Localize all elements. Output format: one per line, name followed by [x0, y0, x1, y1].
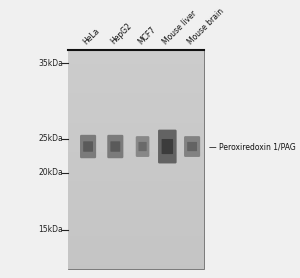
Bar [68, 188, 205, 192]
Bar [68, 235, 205, 240]
Bar [68, 50, 205, 54]
Bar [68, 214, 205, 218]
Bar [68, 221, 205, 225]
FancyBboxPatch shape [83, 141, 93, 152]
Bar [68, 206, 205, 210]
Bar [68, 243, 205, 247]
Bar [68, 79, 205, 83]
Bar [68, 239, 205, 243]
Bar [68, 108, 205, 112]
Bar [68, 75, 205, 80]
Text: 15kDa: 15kDa [39, 225, 63, 234]
Text: 20kDa: 20kDa [39, 168, 63, 177]
Text: Mouse liver: Mouse liver [161, 9, 198, 46]
Bar [68, 163, 205, 167]
Bar [68, 101, 205, 105]
Bar [68, 246, 205, 250]
Bar [68, 50, 205, 269]
Bar [68, 159, 205, 163]
Bar [68, 57, 205, 61]
Bar [68, 53, 205, 58]
Text: — Peroxiredoxin 1/PAG: — Peroxiredoxin 1/PAG [209, 142, 296, 151]
Bar [68, 261, 205, 265]
Bar [68, 148, 205, 152]
Bar [68, 166, 205, 170]
Bar [68, 265, 205, 269]
Bar [68, 155, 205, 160]
Text: HeLa: HeLa [82, 26, 102, 46]
Bar [68, 177, 205, 182]
Bar [68, 152, 205, 156]
Bar [68, 64, 205, 68]
Bar [68, 192, 205, 196]
Bar [68, 93, 205, 98]
Bar [68, 141, 205, 145]
Bar [68, 133, 205, 138]
Bar [68, 90, 205, 94]
Bar [68, 123, 205, 127]
FancyBboxPatch shape [136, 136, 149, 157]
Bar [68, 250, 205, 254]
Bar [68, 145, 205, 149]
Bar [68, 61, 205, 65]
Bar [68, 137, 205, 141]
Bar [68, 210, 205, 214]
Text: Mouse brain: Mouse brain [186, 7, 225, 46]
Bar [68, 86, 205, 90]
Bar [68, 130, 205, 134]
Text: 35kDa: 35kDa [38, 59, 63, 68]
Bar [68, 119, 205, 123]
Bar [68, 185, 205, 189]
Text: 25kDa: 25kDa [39, 134, 63, 143]
FancyBboxPatch shape [187, 142, 197, 151]
Bar [68, 232, 205, 236]
FancyBboxPatch shape [110, 141, 120, 152]
Bar [68, 112, 205, 116]
FancyBboxPatch shape [158, 130, 177, 163]
Bar [68, 115, 205, 120]
Bar [68, 173, 205, 178]
FancyBboxPatch shape [107, 135, 123, 158]
Bar [68, 126, 205, 130]
Bar [68, 83, 205, 87]
Bar [68, 257, 205, 262]
Bar [68, 181, 205, 185]
Text: HepG2: HepG2 [109, 22, 134, 46]
Bar [68, 105, 205, 108]
Bar [68, 203, 205, 207]
Bar [68, 199, 205, 203]
FancyBboxPatch shape [162, 139, 173, 154]
Bar [68, 225, 205, 229]
Bar [68, 254, 205, 258]
Bar [68, 228, 205, 232]
Bar [68, 68, 205, 72]
Bar [68, 97, 205, 101]
Bar [68, 195, 205, 200]
Bar [68, 217, 205, 222]
FancyBboxPatch shape [80, 135, 96, 158]
Bar [68, 72, 205, 76]
FancyBboxPatch shape [184, 136, 200, 157]
FancyBboxPatch shape [138, 142, 147, 151]
Bar [68, 170, 205, 174]
Text: MCF7: MCF7 [136, 25, 158, 46]
